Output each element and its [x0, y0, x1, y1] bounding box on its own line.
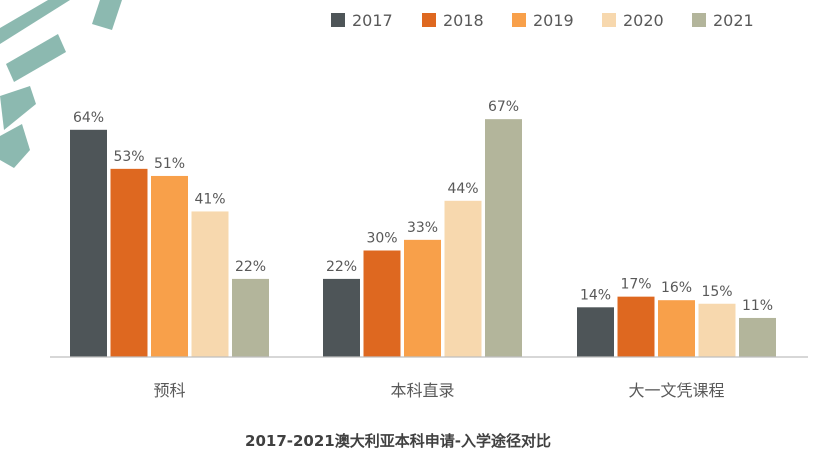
- legend-label: 2017: [352, 11, 393, 30]
- x-tick-label: 大一文凭课程: [628, 381, 724, 400]
- bar-2021-3: [739, 317, 776, 357]
- bar-2017-3: [577, 307, 614, 357]
- bar-2018-3: [617, 296, 655, 357]
- decor-stroke-1: [0, 0, 70, 44]
- data-label: 41%: [194, 191, 225, 207]
- decor-stroke-3: [0, 86, 36, 130]
- bar-2019-2: [404, 239, 441, 357]
- data-label: 64%: [73, 110, 104, 126]
- data-label: 30%: [366, 231, 397, 247]
- bar-2018-2: [363, 250, 401, 357]
- legend-label: 2021: [713, 11, 754, 30]
- legend-label: 2019: [533, 11, 574, 30]
- bar-2018-1: [110, 168, 148, 357]
- bar-2021-2: [485, 119, 522, 358]
- legend: 2017 2018 2019 2020 2021: [331, 11, 754, 30]
- decor-stroke-4: [0, 124, 30, 168]
- decor-stroke-2: [6, 34, 66, 82]
- decorative-logo-fragment: [0, 0, 122, 168]
- bars-group: 64% 53% 51% 41% 22% 22% 30% 33% 44% 67% 14% 17% 16% 1…: [70, 99, 776, 358]
- data-label: 51%: [154, 156, 185, 172]
- bar-2019-1: [151, 175, 188, 357]
- data-label: 22%: [326, 259, 357, 275]
- x-tick-label: 预科: [153, 381, 185, 400]
- legend-swatch: [422, 13, 436, 27]
- data-label: 67%: [488, 99, 519, 115]
- legend-swatch: [692, 13, 706, 27]
- chart-title: 2017-2021澳大利亚本科申请-入学途径对比: [245, 432, 551, 450]
- bar-2021-1: [232, 278, 269, 357]
- legend-label: 2020: [623, 11, 664, 30]
- data-label: 33%: [407, 220, 438, 236]
- data-label: 17%: [620, 277, 651, 293]
- data-label: 22%: [235, 259, 266, 275]
- bar-2020-2: [444, 200, 482, 357]
- x-axis-labels: 预科 本科直录 大一文凭课程: [153, 381, 724, 400]
- data-label: 53%: [113, 149, 144, 165]
- x-tick-label: 本科直录: [390, 381, 454, 400]
- data-label: 16%: [661, 280, 692, 296]
- bar-2017-1: [70, 129, 107, 357]
- data-label: 11%: [742, 298, 773, 314]
- decor-stroke-5: [92, 0, 122, 30]
- data-label: 14%: [580, 287, 611, 303]
- data-label: 44%: [447, 181, 478, 197]
- legend-swatch: [512, 13, 526, 27]
- legend-label: 2018: [443, 11, 484, 30]
- bar-2017-2: [323, 278, 360, 357]
- data-label: 15%: [701, 284, 732, 300]
- bar-2019-3: [658, 300, 695, 357]
- legend-swatch: [331, 13, 345, 27]
- bar-2020-3: [698, 303, 736, 357]
- legend-swatch: [602, 13, 616, 27]
- bar-2020-1: [191, 211, 229, 357]
